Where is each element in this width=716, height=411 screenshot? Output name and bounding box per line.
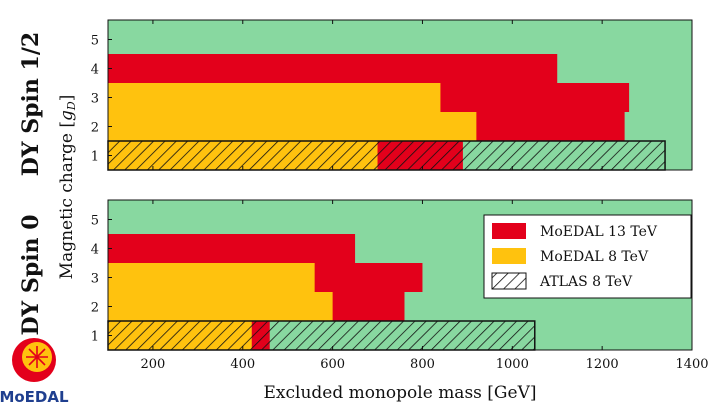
legend-swatch-atlas-8tev	[491, 272, 527, 290]
x-tick-labels: 200 400 600 800 1000 1200 1400	[141, 357, 709, 372]
y-tick-label-p1-3: 3	[91, 272, 99, 287]
x-tick-label-1200: 1200	[586, 357, 619, 372]
moedal-logo-text: MoEDAL	[0, 388, 69, 406]
x-tick-label-200: 200	[141, 357, 166, 372]
bar-moedal8-p0-q2	[108, 112, 477, 141]
bar-moedal13-p1-q4	[108, 234, 356, 263]
y-tick-label-p1-5: 5	[91, 214, 99, 229]
y-axis-label: Magnetic charge [gD]	[57, 95, 78, 280]
bar-moedal8-p1-q3	[108, 263, 315, 292]
x-tick-label-1400: 1400	[675, 357, 708, 372]
x-tick-label-800: 800	[410, 357, 435, 372]
y-tick-label-p1-2: 2	[91, 301, 99, 316]
legend: MoEDAL 13 TeV MoEDAL 8 TeV ATLAS 8 TeV	[483, 214, 692, 299]
x-tick-label-1000: 1000	[496, 357, 529, 372]
x-tick-label-600: 600	[320, 357, 345, 372]
y-tick-label-p0-1: 1	[91, 150, 99, 165]
y-tick-label-p0-2: 2	[91, 121, 99, 136]
bar-moedal8-p1-q2	[108, 292, 333, 321]
legend-swatch-moedal-8tev	[492, 248, 526, 264]
bar-atlas8-p0-q1	[107, 140, 666, 171]
x-tick-label-400: 400	[230, 357, 255, 372]
legend-label-moedal-8tev: MoEDAL 8 TeV	[540, 249, 649, 265]
bar-moedal8-p0-q3	[108, 83, 441, 112]
plot-panels: 1 2 3 4 5 1 2 3 4 5	[91, 19, 693, 351]
panel-label-spin-half: DY Spin 1/2	[18, 32, 44, 176]
x-axis-label: Excluded monopole mass [GeV]	[264, 383, 537, 403]
bar-atlas8-p1-q1	[107, 320, 536, 351]
legend-label-moedal-13tev: MoEDAL 13 TeV	[540, 224, 658, 240]
y-tick-label-p0-4: 4	[91, 63, 99, 78]
legend-label-atlas-8tev: ATLAS 8 TeV	[539, 274, 633, 290]
y-tick-label-p0-3: 3	[91, 92, 99, 107]
bar-moedal13-p0-q4	[108, 54, 558, 83]
legend-swatch-moedal-13tev	[492, 223, 526, 239]
y-tick-label-p1-1: 1	[91, 330, 99, 345]
y-tick-label-p1-4: 4	[91, 243, 99, 258]
moedal-logo: MoEDAL	[0, 338, 69, 406]
y-tick-label-p0-5: 5	[91, 34, 99, 49]
panel-label-spin-zero: DY Spin 0	[18, 214, 44, 335]
panel-frame-1	[107, 199, 693, 351]
panel-frame-0	[107, 19, 693, 171]
